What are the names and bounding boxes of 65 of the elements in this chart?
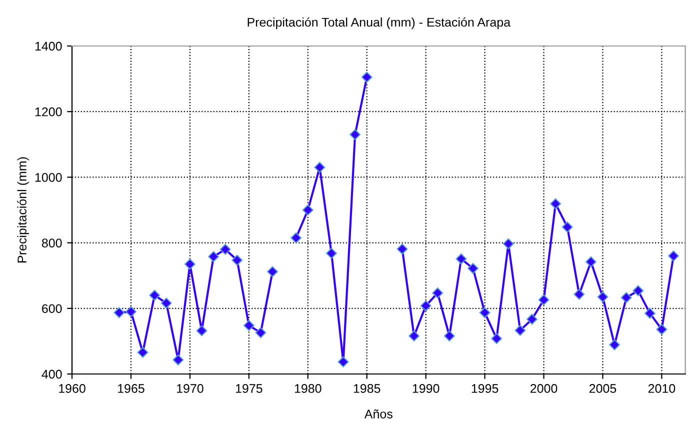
point bbox=[632, 285, 644, 296]
x-axis-title: Años bbox=[364, 409, 392, 418]
point bbox=[184, 258, 196, 270]
y-tick-label: 400 bbox=[42, 370, 62, 379]
point bbox=[160, 298, 172, 309]
y-tick-label: 1400 bbox=[35, 42, 62, 51]
y-tick-label: 1200 bbox=[35, 107, 62, 116]
point bbox=[585, 256, 596, 268]
point bbox=[220, 244, 231, 255]
point bbox=[668, 250, 679, 262]
x-tick-label: 1960 bbox=[59, 384, 86, 393]
point bbox=[656, 324, 668, 335]
point bbox=[149, 290, 160, 301]
x-tick-label: 1970 bbox=[176, 384, 204, 393]
point bbox=[232, 254, 243, 266]
point bbox=[126, 306, 136, 318]
point bbox=[396, 244, 408, 254]
point bbox=[491, 333, 502, 344]
point bbox=[620, 292, 632, 304]
point bbox=[444, 330, 455, 342]
point bbox=[114, 307, 125, 318]
point bbox=[609, 339, 620, 350]
point bbox=[408, 330, 420, 342]
x-tick-label: 2000 bbox=[530, 384, 558, 393]
point bbox=[326, 248, 337, 259]
point bbox=[208, 251, 219, 262]
y-axis-title: Precipitaciónl (mm) bbox=[17, 157, 29, 262]
point bbox=[361, 72, 372, 83]
x-tick-label: 1975 bbox=[236, 384, 262, 393]
point bbox=[502, 238, 514, 250]
point bbox=[479, 307, 490, 318]
point bbox=[290, 232, 302, 244]
point bbox=[243, 320, 254, 331]
y-tick-label: 800 bbox=[42, 238, 62, 248]
point bbox=[597, 291, 608, 302]
point bbox=[338, 356, 349, 368]
point bbox=[574, 288, 585, 300]
x-tick-label: 1965 bbox=[118, 384, 144, 393]
x-tick-label: 2010 bbox=[648, 384, 676, 393]
point bbox=[302, 204, 314, 216]
x-tick-label: 1990 bbox=[412, 384, 440, 393]
point bbox=[172, 354, 184, 366]
point bbox=[526, 314, 538, 325]
point bbox=[314, 162, 326, 173]
point bbox=[562, 222, 573, 233]
x-tick-label: 1995 bbox=[472, 384, 498, 393]
point bbox=[468, 262, 478, 274]
point bbox=[267, 266, 278, 278]
point bbox=[196, 325, 208, 336]
x-tick-label: 2005 bbox=[589, 384, 616, 393]
y-tick-label: 600 bbox=[42, 304, 62, 314]
x-tick-label: 1980 bbox=[294, 384, 322, 393]
point bbox=[538, 294, 550, 306]
point bbox=[550, 198, 562, 210]
point bbox=[644, 308, 656, 319]
y-tick-label: 1000 bbox=[35, 173, 62, 182]
point bbox=[255, 327, 266, 338]
chart-title: Precipitación Total Anual (mm) - Estación Arapa bbox=[248, 17, 511, 30]
x-tick-label: 1985 bbox=[354, 384, 380, 393]
point bbox=[137, 346, 148, 358]
point bbox=[514, 324, 526, 336]
point bbox=[420, 300, 432, 312]
point bbox=[432, 288, 444, 298]
point bbox=[350, 129, 361, 140]
point bbox=[456, 253, 467, 264]
